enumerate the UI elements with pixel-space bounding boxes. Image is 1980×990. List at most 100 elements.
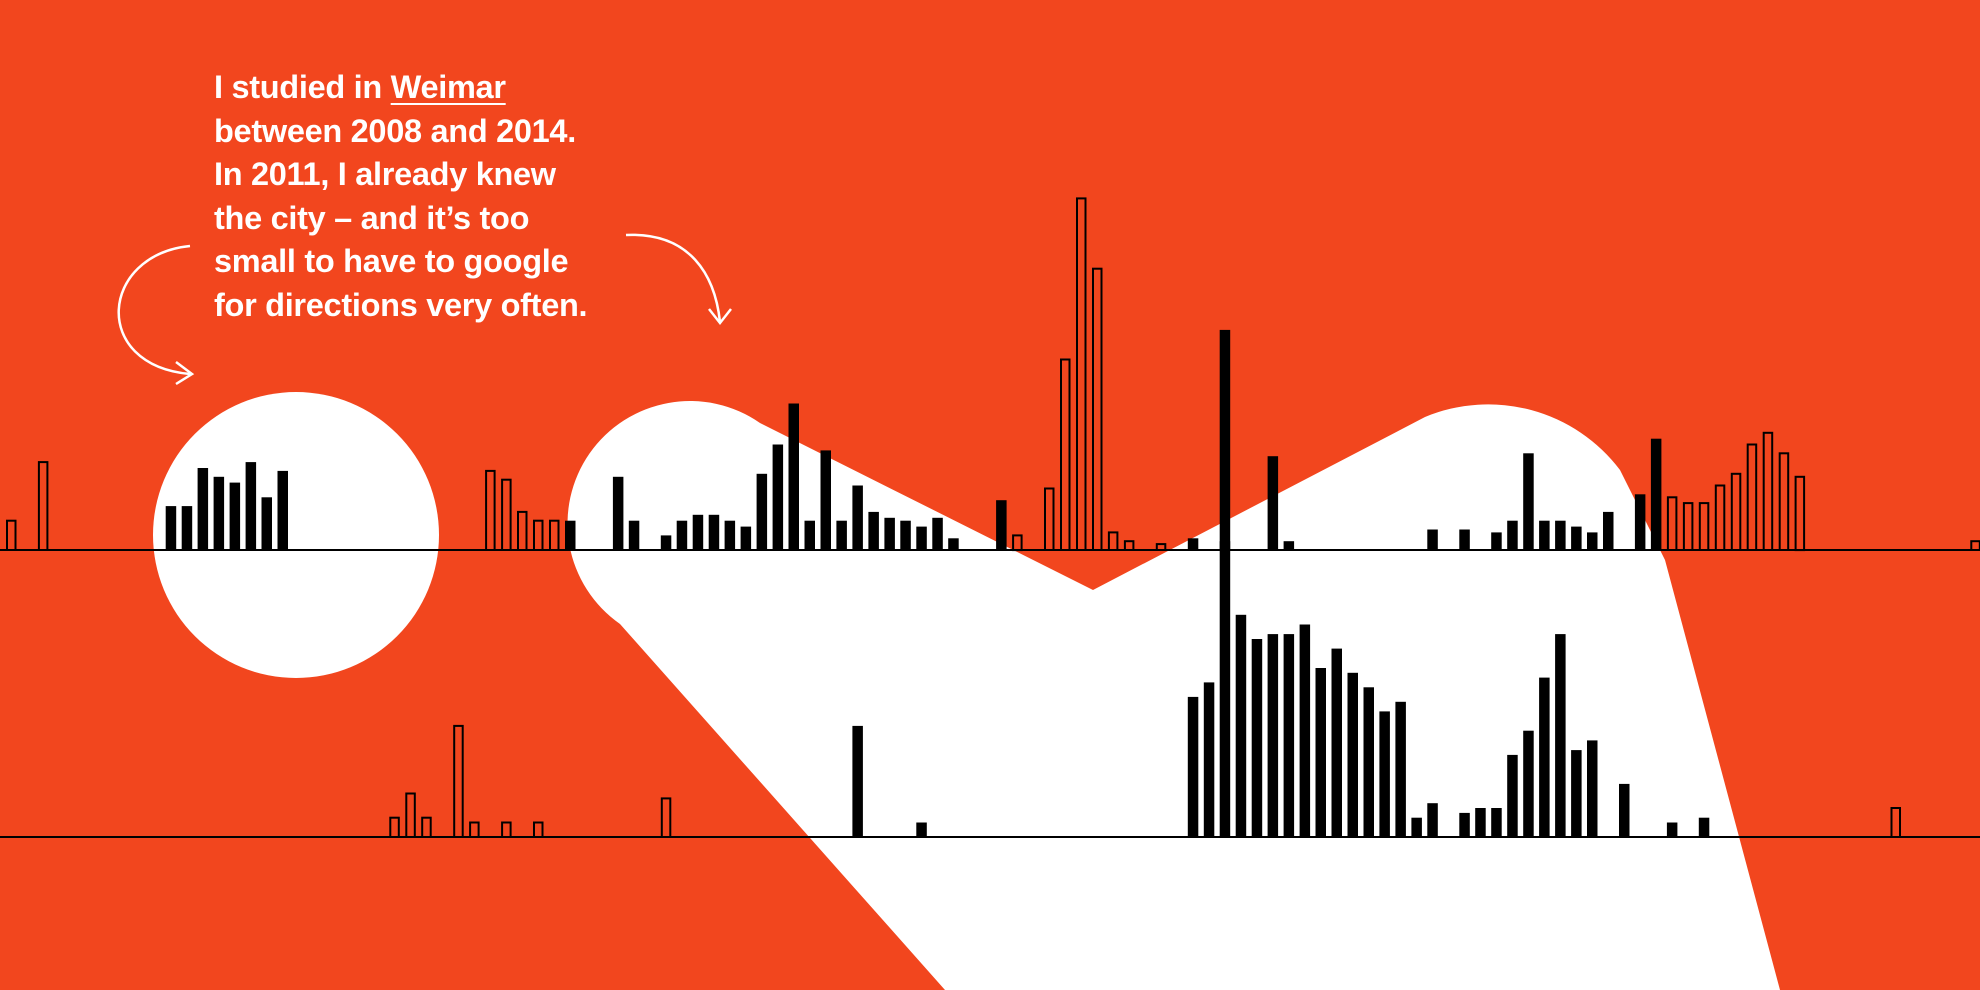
bar-bottom-53: [852, 725, 863, 837]
bar-top-46: [740, 526, 752, 550]
bar-bottom-94: [1507, 754, 1518, 837]
bar-top-32: [517, 510, 528, 551]
bar-bottom-28: [453, 724, 464, 839]
bar-top-91: [1459, 529, 1470, 550]
bar-bottom-29: [469, 821, 480, 838]
bar-bottom-99: [1587, 740, 1598, 837]
bar-top-99: [1587, 532, 1598, 550]
bar-bottom-86: [1379, 711, 1390, 837]
bar-top-48: [772, 444, 784, 550]
intro-note: I studied in Weimar between 2008 and 201…: [214, 66, 588, 327]
bar-bottom-92: [1475, 808, 1486, 837]
bar-top-106: [1698, 502, 1710, 552]
bar-top-102: [1634, 494, 1646, 550]
bar-top-110: [1762, 431, 1774, 551]
bar-series-bottom: [0, 329, 1980, 839]
bar-top-16: [261, 497, 272, 550]
bar-bottom-74: [1187, 696, 1199, 837]
bar-bottom-33: [533, 821, 544, 838]
bar-bottom-118: [1890, 807, 1901, 838]
bar-bottom-82: [1315, 668, 1326, 837]
bar-top-104: [1666, 496, 1678, 551]
bar-top-33: [533, 519, 544, 552]
bar-top-68: [1092, 267, 1103, 551]
bar-bottom-41: [660, 797, 672, 839]
bar-top-67: [1076, 197, 1087, 551]
bar-top-11: [181, 506, 193, 551]
bar-top-123: [1970, 540, 1980, 552]
bar-top-0: [6, 519, 17, 552]
bar-top-52: [836, 520, 847, 550]
bar-top-63: [1012, 534, 1023, 552]
bar-bottom-101: [1619, 783, 1630, 837]
bar-top-103: [1650, 438, 1662, 550]
background-shapes: [153, 392, 1780, 990]
bar-top-38: [612, 476, 624, 551]
bar-top-43: [692, 514, 704, 550]
bar-bottom-106: [1698, 817, 1710, 837]
bar-top-97: [1555, 520, 1566, 550]
bar-top-95: [1523, 453, 1534, 550]
annotation-arrows: [117, 233, 732, 386]
bar-top-53: [852, 485, 863, 550]
bar-top-49: [788, 403, 799, 550]
bar-top-109: [1746, 443, 1758, 551]
bar-top-44: [708, 514, 720, 550]
curved-arrow-left-icon: [117, 244, 195, 386]
bar-top-112: [1794, 475, 1806, 552]
bar-top-100: [1603, 511, 1614, 550]
bar-top-70: [1123, 540, 1135, 552]
bar-top-108: [1730, 472, 1742, 551]
bar-bottom-75: [1203, 682, 1215, 837]
bar-top-80: [1283, 541, 1295, 550]
bar-bottom-95: [1523, 730, 1534, 837]
bar-top-79: [1267, 456, 1279, 550]
bar-top-57: [916, 526, 927, 550]
note-line-4: the city – and it’s too: [214, 199, 530, 236]
bar-top-72: [1155, 543, 1167, 551]
bar-top-55: [884, 517, 895, 550]
bar-top-89: [1427, 529, 1438, 550]
bar-top-34: [549, 519, 560, 552]
bar-top-62: [996, 500, 1007, 550]
bar-top-96: [1539, 520, 1550, 550]
bar-bottom-26: [421, 816, 432, 839]
bar-top-10: [165, 506, 177, 551]
bar-top-13: [213, 476, 225, 551]
bar-bottom-84: [1347, 672, 1358, 837]
bar-bottom-97: [1555, 634, 1566, 837]
bar-series-top: [0, 197, 1980, 552]
bar-top-41: [660, 535, 672, 551]
bar-top-14: [229, 482, 241, 550]
bar-bottom-89: [1427, 803, 1438, 837]
bar-bottom-88: [1411, 817, 1422, 837]
note-line-3: In 2011, I already knew: [214, 156, 556, 192]
note-line-1-text: I studied in: [214, 69, 391, 105]
bar-top-111: [1778, 452, 1790, 551]
bar-bottom-79: [1267, 634, 1279, 837]
bar-top-47: [756, 473, 768, 550]
bar-top-66: [1060, 358, 1071, 551]
bar-bottom-83: [1331, 648, 1342, 837]
bar-top-45: [724, 520, 736, 550]
bar-top-65: [1044, 487, 1055, 551]
bar-top-107: [1714, 484, 1726, 551]
bar-bottom-57: [916, 822, 927, 837]
bar-top-42: [676, 520, 688, 550]
white-m-shape: [567, 401, 1780, 990]
note-line-2: between 2008 and 2014.: [214, 112, 576, 149]
bar-bottom-85: [1363, 687, 1374, 837]
bar-top-35: [565, 520, 576, 550]
bar-top-56: [900, 520, 911, 550]
bar-bottom-96: [1539, 677, 1550, 837]
note-line-5: small to have to google: [214, 243, 569, 279]
bar-top-58: [932, 517, 943, 550]
bar-bottom-78: [1251, 639, 1263, 837]
bar-bottom-80: [1283, 634, 1295, 837]
weimar-link[interactable]: Weimar: [390, 69, 506, 105]
bar-bottom-77: [1235, 614, 1247, 837]
bar-top-50: [804, 520, 815, 550]
bar-top-59: [948, 538, 959, 550]
bar-top-12: [197, 468, 209, 550]
